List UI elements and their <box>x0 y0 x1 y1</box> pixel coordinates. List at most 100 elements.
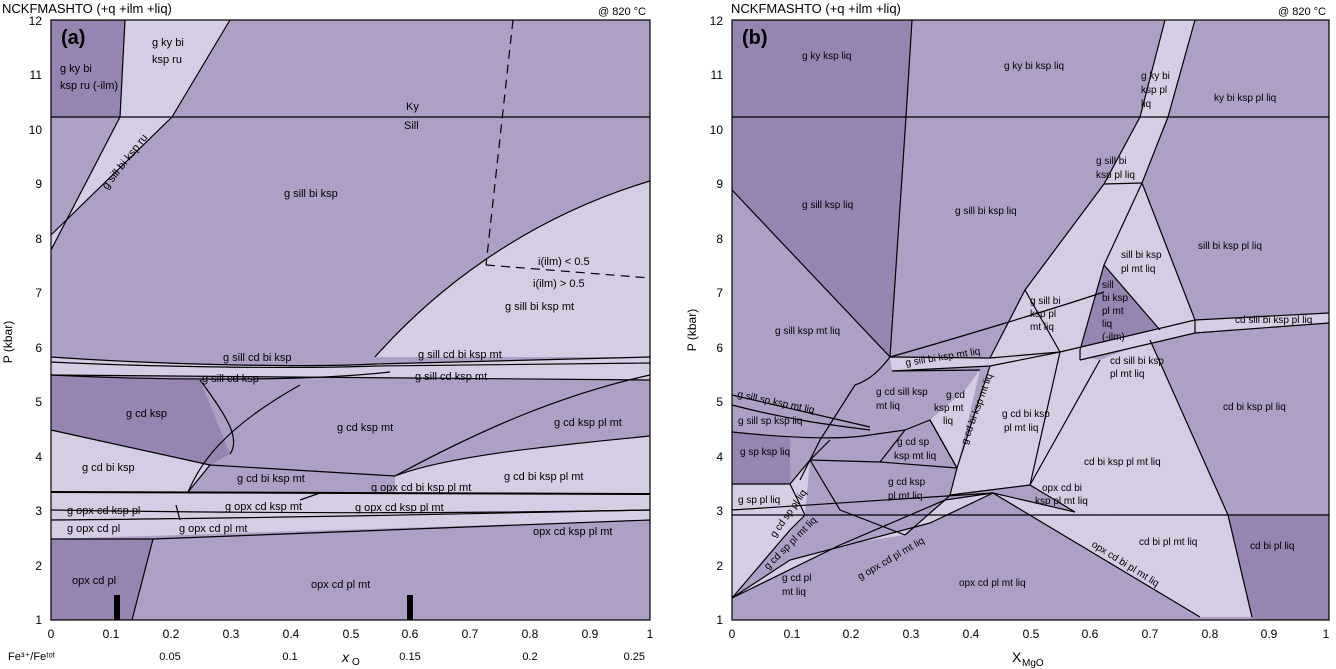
x-axis-title-subscript: MgO <box>1022 658 1044 669</box>
y-tick-label: 11 <box>711 68 724 82</box>
panel-a-header: NCKFMASHTO (+q +ilm +liq) <box>2 1 172 16</box>
boundary-dashed-ilm <box>485 19 514 266</box>
y-axis-title: P (kbar) <box>1 321 15 363</box>
x-tick-label: 0.6 <box>1082 627 1099 641</box>
y-tick-label: 5 <box>35 395 42 409</box>
field-label: liq <box>1102 319 1112 330</box>
field-light-gcdbikspmt <box>950 352 1100 495</box>
panel-b: NCKFMASHTO (+q +ilm +liq) @ 820 °C <box>685 1 1330 669</box>
y-tick-label: 2 <box>35 559 42 573</box>
field-light-mt <box>375 181 650 357</box>
field-label: g cd ksp pl mt <box>554 417 622 429</box>
field-label: cd bi ksp pl liq <box>1223 402 1286 413</box>
field-light-gsillbiksppl <box>1025 183 1142 352</box>
boundary <box>799 356 891 481</box>
boundary <box>839 509 906 536</box>
panel-b-header: NCKFMASHTO (+q +ilm +liq) <box>731 1 901 16</box>
boundary <box>50 356 651 367</box>
boundary <box>1024 289 1061 353</box>
field-label: g sp pl liq <box>738 495 780 506</box>
x-tick-label: 1 <box>647 627 654 641</box>
x-tick-label: 0.2 <box>843 627 860 641</box>
marker-bar <box>114 595 120 620</box>
field-label: cd sill bi ksp <box>1110 356 1164 367</box>
secondary-x-tick-label: 0.25 <box>624 651 645 663</box>
boundary <box>789 483 806 516</box>
field-light-gopxcdpl <box>51 510 650 539</box>
field-light-gkybi <box>1140 20 1195 117</box>
field-label: mt liq <box>1030 322 1054 333</box>
boundary <box>1103 264 1161 331</box>
boundary <box>187 384 301 493</box>
boundary <box>1141 182 1196 321</box>
boundary <box>1103 19 1166 185</box>
field-label: g sill cd ksp mt <box>415 371 487 383</box>
boundary <box>1103 182 1143 185</box>
field-label: cd bi pl mt liq <box>1139 537 1197 548</box>
secondary-x-tick-label: 0.15 <box>399 651 420 663</box>
field-light-ky <box>120 20 230 117</box>
boundary <box>171 19 231 118</box>
field-label: g ky bi <box>60 63 92 75</box>
boundary-dashed-ilm <box>485 264 651 279</box>
boundary <box>394 374 651 477</box>
panel-b-temperature: @ 820 °C <box>1278 6 1326 18</box>
boundary <box>131 538 154 621</box>
x-axis-title-subscript: O <box>352 657 360 668</box>
field-label: g sill cd ksp <box>202 373 259 385</box>
field-label: pl mt liq <box>1121 264 1155 275</box>
panel-a-tag: (a) <box>61 27 85 49</box>
y-tick-label: 4 <box>716 450 723 464</box>
boundary <box>299 492 321 501</box>
field-label: g cd ksp mt <box>337 422 393 434</box>
x-tick-label: 1 <box>1323 627 1330 641</box>
field-label: g opx cd ksp mt <box>225 501 302 513</box>
boundary <box>731 429 906 439</box>
y-tick-label: 9 <box>35 177 42 191</box>
boundary <box>1029 484 1076 513</box>
y-tick-label: 8 <box>35 232 42 246</box>
boundary <box>731 394 871 428</box>
boundary <box>1029 351 1061 486</box>
marker-bar <box>407 595 413 620</box>
field-light-gcd <box>930 370 980 468</box>
x-tick-label: 0.6 <box>402 627 419 641</box>
boundary <box>731 492 994 511</box>
boundary <box>731 189 891 358</box>
field-label: ksp ru <box>152 54 182 66</box>
panel-b-x-axis: 0 0.1 0.2 0.3 0.4 0.5 0.6 0.7 0.8 0.9 1 … <box>729 627 1330 669</box>
panel-a-x-axis: 0 0.1 0.2 0.3 0.4 0.5 0.6 0.7 0.8 0.9 1 … <box>8 627 654 668</box>
boundary <box>731 404 871 431</box>
field-dark-gkyksp <box>732 20 912 117</box>
field-label: g cd pl <box>782 573 811 584</box>
boundary <box>187 464 211 493</box>
field-label: sill bi ksp pl liq <box>1198 241 1262 252</box>
field-label: i(ilm) > 0.5 <box>533 278 585 290</box>
y-tick-label: 6 <box>35 341 42 355</box>
field-label: cd sill bi ksp pl liq <box>1235 315 1312 326</box>
panel-b-boundaries <box>731 19 1330 618</box>
boundary <box>119 19 126 118</box>
field-label: g sill bi ksp mt <box>505 301 574 313</box>
field-light-band1 <box>51 357 650 368</box>
field-label: g cd sill ksp <box>876 387 928 398</box>
boundary <box>731 514 806 599</box>
y-tick-label: 8 <box>716 232 723 246</box>
field-label: g sill bi ksp <box>284 188 338 200</box>
field-label: opx cd bi <box>1042 483 1082 494</box>
boundary <box>199 379 235 455</box>
x-tick-label: 0.9 <box>1261 627 1278 641</box>
field-label: ksp pl <box>1141 85 1167 96</box>
field-label: Sill <box>404 120 419 132</box>
field-light-gcdkspplmt <box>395 436 650 494</box>
field-label: g cd sp <box>897 437 930 448</box>
field-light-gsillbikspru <box>51 117 172 250</box>
x-tick-label: 0.4 <box>283 627 300 641</box>
field-label: i(ilm) < 0.5 <box>538 256 590 268</box>
x-tick-label: 0.8 <box>1202 627 1219 641</box>
field-label: ksp ru (-ilm) <box>60 80 118 92</box>
field-dark-gsillksp <box>732 117 906 357</box>
boundary <box>992 492 1201 618</box>
boundary <box>175 504 181 521</box>
field-label: pl mt liq <box>1004 423 1038 434</box>
